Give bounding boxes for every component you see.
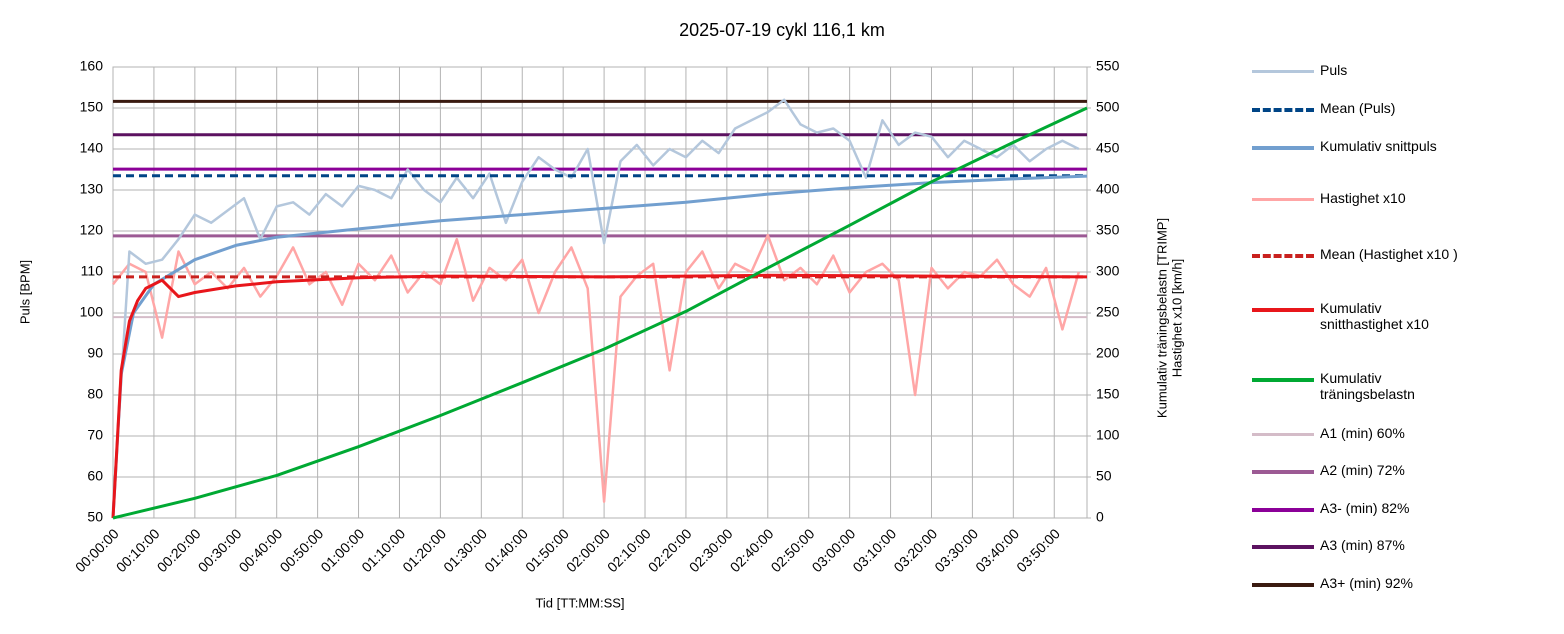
legend-item: Kumulativ träningsbelastn: [1252, 370, 1460, 402]
legend-item: A3 (min) 87%: [1252, 537, 1460, 553]
legend-item: A2 (min) 72%: [1252, 462, 1460, 478]
legend-label: Mean (Hastighet x10 ): [1320, 246, 1458, 262]
legend-label: Kumulativ snittpuls: [1320, 138, 1437, 154]
x-tick-label: 00:00:00: [72, 525, 122, 575]
x-tick-label: 01:50:00: [522, 525, 572, 575]
x-tick-label: 00:10:00: [113, 525, 163, 575]
legend-label: A3+ (min) 92%: [1320, 575, 1413, 591]
x-tick-label: 02:20:00: [645, 525, 695, 575]
y-tick-label: 130: [80, 181, 104, 197]
y-tick-label: 110: [81, 263, 104, 279]
x-tick-label: 03:10:00: [849, 525, 899, 575]
legend-item: A1 (min) 60%: [1252, 425, 1460, 441]
y-tick-label: 140: [80, 140, 104, 156]
x-tick-label: 01:10:00: [358, 525, 408, 575]
y2-tick-label: 0: [1096, 509, 1104, 525]
legend-swatch: [1252, 308, 1314, 312]
x-axis-title: Tid [TT:MM:SS]: [535, 595, 624, 610]
x-tick-label: 02:00:00: [563, 525, 613, 575]
y2-tick-label: 400: [1096, 181, 1120, 197]
x-tick-label: 02:40:00: [727, 525, 777, 575]
series-line: [112, 233, 1081, 503]
y2-tick-label: 500: [1096, 99, 1120, 115]
legend-label: A2 (min) 72%: [1320, 462, 1405, 478]
y2-tick-label: 300: [1096, 263, 1120, 279]
legend-item: Puls: [1252, 62, 1460, 78]
y-tick-label: 70: [87, 427, 103, 443]
x-tick-label: 01:40:00: [481, 525, 531, 575]
y2-tick-label: 250: [1096, 304, 1120, 320]
chart-title: 2025-07-19 cykl 116,1 km: [679, 20, 885, 40]
legend-swatch: [1252, 108, 1314, 112]
y2-tick-label: 350: [1096, 222, 1120, 238]
x-tick-label: 03:40:00: [972, 525, 1022, 575]
legend-item: A3- (min) 82%: [1252, 500, 1460, 516]
legend-swatch: [1252, 470, 1314, 474]
y-axis-title: Puls [BPM]: [17, 260, 32, 324]
legend-swatch: [1252, 198, 1314, 201]
x-tick-label: 03:50:00: [1013, 525, 1063, 575]
y2-tick-label: 550: [1096, 58, 1120, 74]
legend-label: Mean (Puls): [1320, 100, 1396, 116]
legend-swatch: [1252, 146, 1314, 150]
legend-label: A3 (min) 87%: [1320, 537, 1405, 553]
legend-swatch: [1252, 545, 1314, 549]
legend-item: A3+ (min) 92%: [1252, 575, 1460, 591]
x-tick-label: 00:40:00: [236, 525, 286, 575]
y-tick-label: 80: [87, 386, 103, 402]
legend-swatch: [1252, 254, 1314, 258]
x-tick-label: 01:30:00: [440, 525, 490, 575]
x-tick-label: 00:30:00: [195, 525, 245, 575]
legend-swatch: [1252, 583, 1314, 587]
y-tick-label: 120: [80, 222, 104, 238]
x-tick-label: 02:50:00: [768, 525, 818, 575]
y-tick-label: 90: [87, 345, 103, 361]
y2-axis-title: Kumulativ träningsbelastn [TRIMP]: [1154, 218, 1169, 418]
legend-item: Kumulativ snittpuls: [1252, 138, 1460, 154]
y2-tick-label: 200: [1096, 345, 1120, 361]
series-line: [111, 273, 1088, 519]
y2-tick-label: 50: [1096, 468, 1112, 484]
x-tick-label: 02:10:00: [604, 525, 654, 575]
legend-label: Hastighet x10: [1320, 190, 1406, 206]
series-line: [111, 98, 1080, 510]
legend-swatch: [1252, 70, 1314, 73]
legend-label: Kumulativ träningsbelastn: [1320, 370, 1415, 402]
x-tick-label: 02:30:00: [686, 525, 736, 575]
series-line: [112, 106, 1088, 520]
y-tick-label: 50: [87, 509, 103, 525]
series-line: [111, 174, 1088, 519]
x-tick-label: 01:20:00: [399, 525, 449, 575]
legend-label: A1 (min) 60%: [1320, 425, 1405, 441]
y-tick-label: 150: [80, 99, 104, 115]
legend-item: Mean (Puls): [1252, 100, 1460, 116]
y-tick-label: 60: [87, 468, 103, 484]
y2-tick-label: 450: [1096, 140, 1120, 156]
legend-item: Kumulativ snitthastighet x10: [1252, 300, 1460, 332]
legend-swatch: [1252, 378, 1314, 382]
legend-label: Kumulativ snitthastighet x10: [1320, 300, 1429, 332]
x-tick-label: 00:20:00: [154, 525, 204, 575]
y-tick-label: 160: [80, 58, 104, 74]
y2-axis-title: Hastighet x10 [km/h]: [1169, 259, 1184, 378]
x-tick-label: 00:50:00: [277, 525, 327, 575]
legend-swatch: [1252, 433, 1314, 436]
x-tick-label: 03:20:00: [890, 525, 940, 575]
y-tick-label: 100: [80, 304, 104, 320]
y2-tick-label: 150: [1096, 386, 1120, 402]
legend-label: A3- (min) 82%: [1320, 500, 1410, 516]
x-tick-label: 01:00:00: [317, 525, 367, 575]
legend-swatch: [1252, 508, 1314, 512]
legend-item: Hastighet x10: [1252, 190, 1460, 206]
x-tick-label: 03:30:00: [931, 525, 981, 575]
legend-item: Mean (Hastighet x10 ): [1252, 246, 1460, 262]
y2-tick-label: 100: [1096, 427, 1120, 443]
legend-label: Puls: [1320, 62, 1348, 78]
x-tick-label: 03:00:00: [809, 525, 859, 575]
